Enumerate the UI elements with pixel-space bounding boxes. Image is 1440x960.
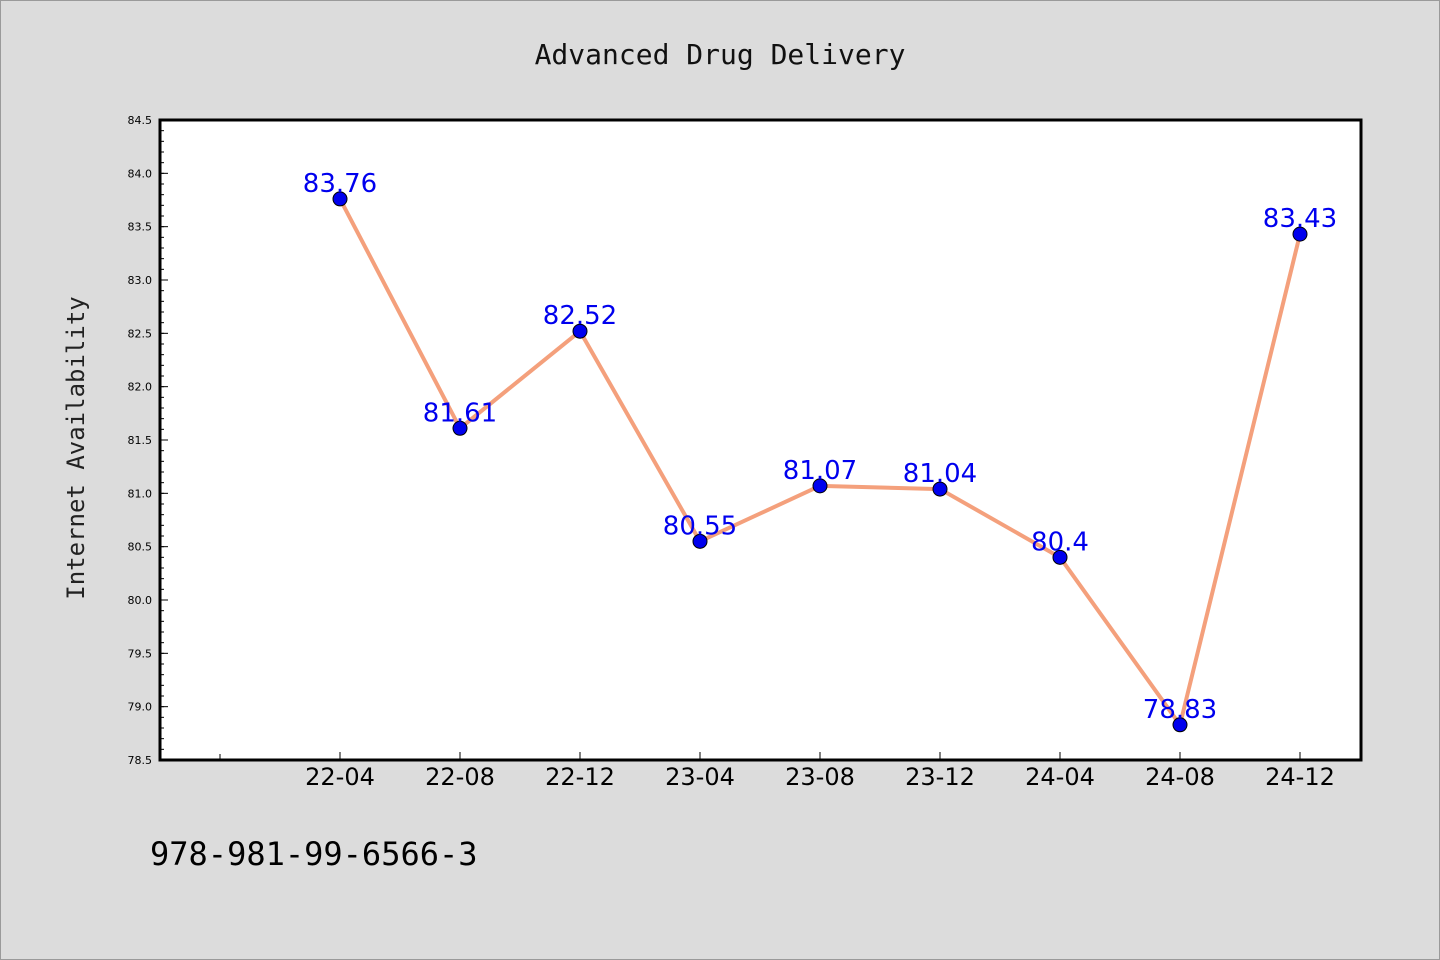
data-label: 80.55 [663, 511, 737, 541]
data-label: 82.52 [543, 301, 617, 331]
y-axis: 78.5 79.0 79.5 80.0 80.5 81.0 81.5 82.0 82.5 83.0… [128, 114, 168, 767]
y-tick-label: 80.5 [128, 541, 153, 554]
y-tick-label: 81.0 [128, 487, 153, 500]
data-label: 83.76 [303, 169, 377, 199]
y-tick-label: 79.5 [128, 647, 153, 660]
x-axis: 22-04 22-08 22-12 23-04 23-08 23-12 24-04 24-08… [219, 752, 1335, 791]
data-label: 78.83 [1143, 695, 1217, 725]
data-point [1052, 549, 1068, 565]
y-tick-label: 79.0 [128, 701, 153, 714]
x-tick-label: 22-08 [425, 763, 495, 791]
x-tick-label: 22-12 [545, 763, 615, 791]
x-tick-label: 22-04 [305, 763, 375, 791]
data-point [1292, 226, 1308, 242]
data-label: 80.4 [1031, 527, 1089, 557]
x-tick-label: 23-04 [665, 763, 735, 791]
data-labels-group: 83.76 81.61 82.52 80.55 81.07 81.04 80.4 78.83 8… [303, 169, 1337, 725]
data-label: 81.07 [783, 456, 857, 486]
series-line-group [332, 191, 1308, 733]
data-point [932, 481, 948, 497]
chart-title: Advanced Drug Delivery [535, 38, 906, 71]
x-tick-label: 23-12 [905, 763, 975, 791]
data-point [692, 533, 708, 549]
x-tick-label: 24-08 [1145, 763, 1215, 791]
data-label: 81.04 [903, 459, 977, 489]
y-tick-label: 80.0 [128, 594, 153, 607]
y-tick-label: 84.0 [128, 167, 153, 180]
data-label: 81.61 [423, 398, 497, 428]
y-axis-label: Internet Availability [62, 296, 90, 599]
x-tick-label: 24-04 [1025, 763, 1095, 791]
data-point [332, 191, 348, 207]
y-tick-label: 82.5 [128, 327, 153, 340]
y-tick-label: 83.0 [128, 274, 153, 287]
x-tick-label: 24-12 [1265, 763, 1335, 791]
y-tick-label: 81.5 [128, 434, 153, 447]
data-label: 83.43 [1263, 204, 1337, 234]
data-point [812, 478, 828, 494]
y-tick-label: 82.0 [128, 381, 153, 394]
plot-area [158, 118, 1363, 762]
data-point [452, 420, 468, 436]
data-point [1172, 717, 1188, 733]
footer-isbn: 978-981-99-6566-3 [150, 835, 478, 873]
y-tick-label: 83.5 [128, 221, 153, 234]
data-point [572, 323, 588, 339]
y-tick-label: 78.5 [128, 754, 153, 767]
x-tick-label: 23-08 [785, 763, 855, 791]
y-tick-label: 84.5 [128, 114, 153, 127]
